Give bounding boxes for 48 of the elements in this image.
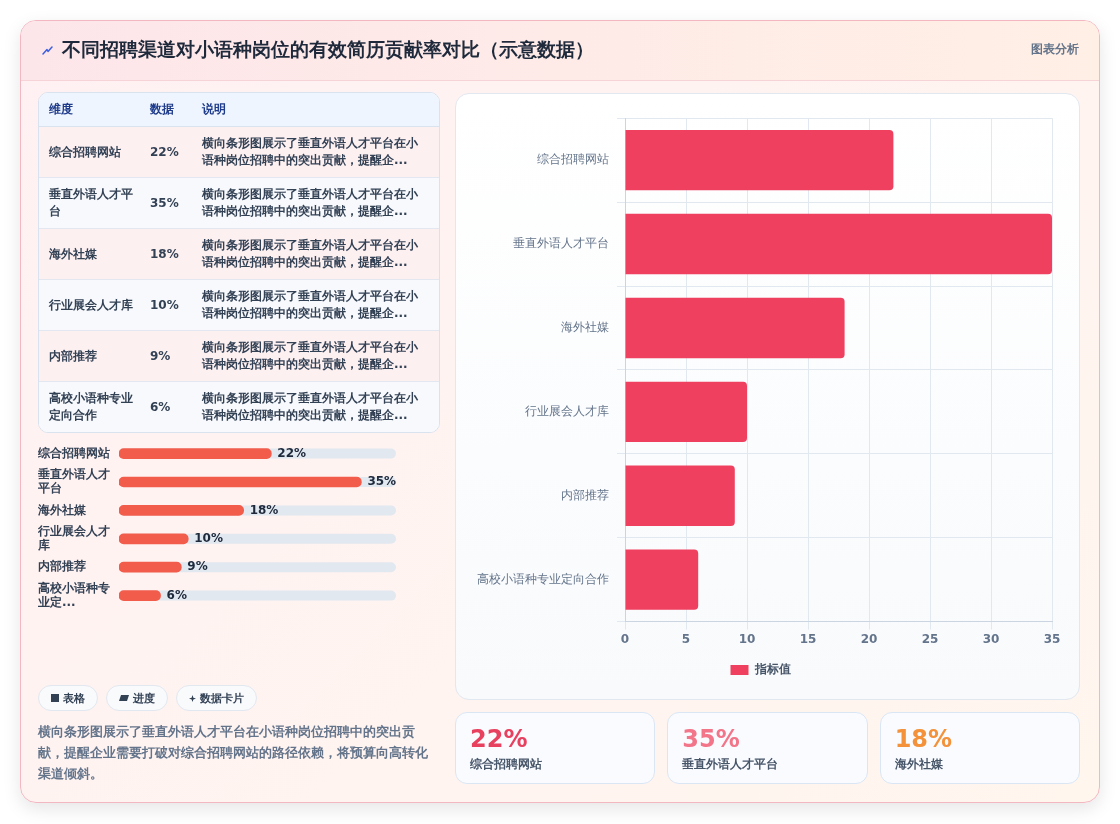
text: 不同招聘渠道对小语种岗位的有效简历贡献率对比（示意数据）	[62, 38, 594, 60]
y-tick-label: 行业展会人才库	[37, 523, 110, 553]
y-tick-label: 垂直外语人才平台	[513, 236, 609, 251]
y-tick-label: 行业展会人才库	[525, 403, 609, 418]
text: 18%	[894, 725, 953, 753]
text: 进度	[133, 690, 155, 706]
text: 表格	[63, 690, 85, 706]
x-tick-label: 10	[738, 631, 756, 646]
text: 35%	[682, 725, 740, 753]
category-label: 海外社媒	[894, 757, 943, 771]
text: 数据卡片	[200, 690, 244, 706]
table-row: 行业展会人才库 10% 横向条形图展示了垂直外语人才平台在小语种岗位招聘中的突出贡献，提醒企...	[39, 280, 439, 331]
x-tick-label: 0	[620, 631, 630, 646]
legend-label: 指标值	[753, 662, 791, 677]
text: 22%	[470, 725, 528, 753]
x-tick-label: 25	[921, 631, 939, 646]
x-tick-label: 35	[1043, 631, 1061, 646]
y-tick-label: 综合招聘网站	[537, 152, 609, 167]
data-label: 10%	[194, 530, 223, 545]
y-tick-label: 内部推荐	[38, 559, 86, 574]
x-tick-label: 15	[799, 631, 817, 646]
y-tick-label: 高校小语种专业定向合作	[477, 571, 609, 586]
data-label: 35%	[367, 474, 397, 489]
x-tick-label: 5	[681, 631, 691, 646]
y-tick-label: 综合招聘网站	[37, 445, 110, 460]
table-row: 综合招聘网站 22% 横向条形图展示了垂直外语人才平台在小语种岗位招聘中的突出贡献，提醒企...	[39, 127, 439, 178]
y-tick-label: 内部推荐	[561, 487, 609, 502]
table-row: 海外社媒 18% 横向条形图展示了垂直外语人才平台在小语种岗位招聘中的突出贡献，提醒企...	[39, 229, 439, 280]
y-tick-label: 海外社媒	[37, 502, 87, 517]
table-row: 高校小语种专业定向合作 6% 横向条形图展示了垂直外语人才平台在小语种岗位招聘中的突出贡献，提醒企...	[39, 382, 439, 432]
y-tick-label: 垂直外语人才平台	[37, 466, 110, 496]
data-label: 6%	[166, 587, 187, 602]
x-tick-label: 30	[982, 631, 1000, 646]
data-label: 18%	[249, 502, 279, 517]
table-row: 内部推荐 9% 横向条形图展示了垂直外语人才平台在小语种岗位招聘中的突出贡献，提醒企...	[39, 331, 439, 382]
text: 横向条形图展示了垂直外语人才平台在小语种岗位招聘中的突出贡献，提醒企业需要打破对综合招聘网站的路径依赖，将预算向高转化渠道倾斜。	[38, 724, 428, 781]
data-label: 22%	[277, 445, 307, 460]
category-label: 综合招聘网站	[470, 757, 542, 771]
y-tick-label: 海外社媒	[561, 320, 609, 335]
table-row: 垂直外语人才平台 35% 横向条形图展示了垂直外语人才平台在小语种岗位招聘中的突出贡献，提醒企...	[39, 178, 439, 229]
text: 图表分析	[1031, 42, 1079, 56]
data-label: 9%	[187, 559, 208, 574]
y-tick-label: 高校小语种专业定...	[37, 580, 110, 609]
x-tick-label: 20	[860, 631, 878, 646]
table-header: 维度 数据 说明	[39, 93, 439, 127]
category-label: 行业展会人才库	[49, 297, 133, 312]
category-label: 垂直外语人才平台	[682, 757, 779, 771]
category-label: 综合招聘网站	[49, 144, 121, 159]
